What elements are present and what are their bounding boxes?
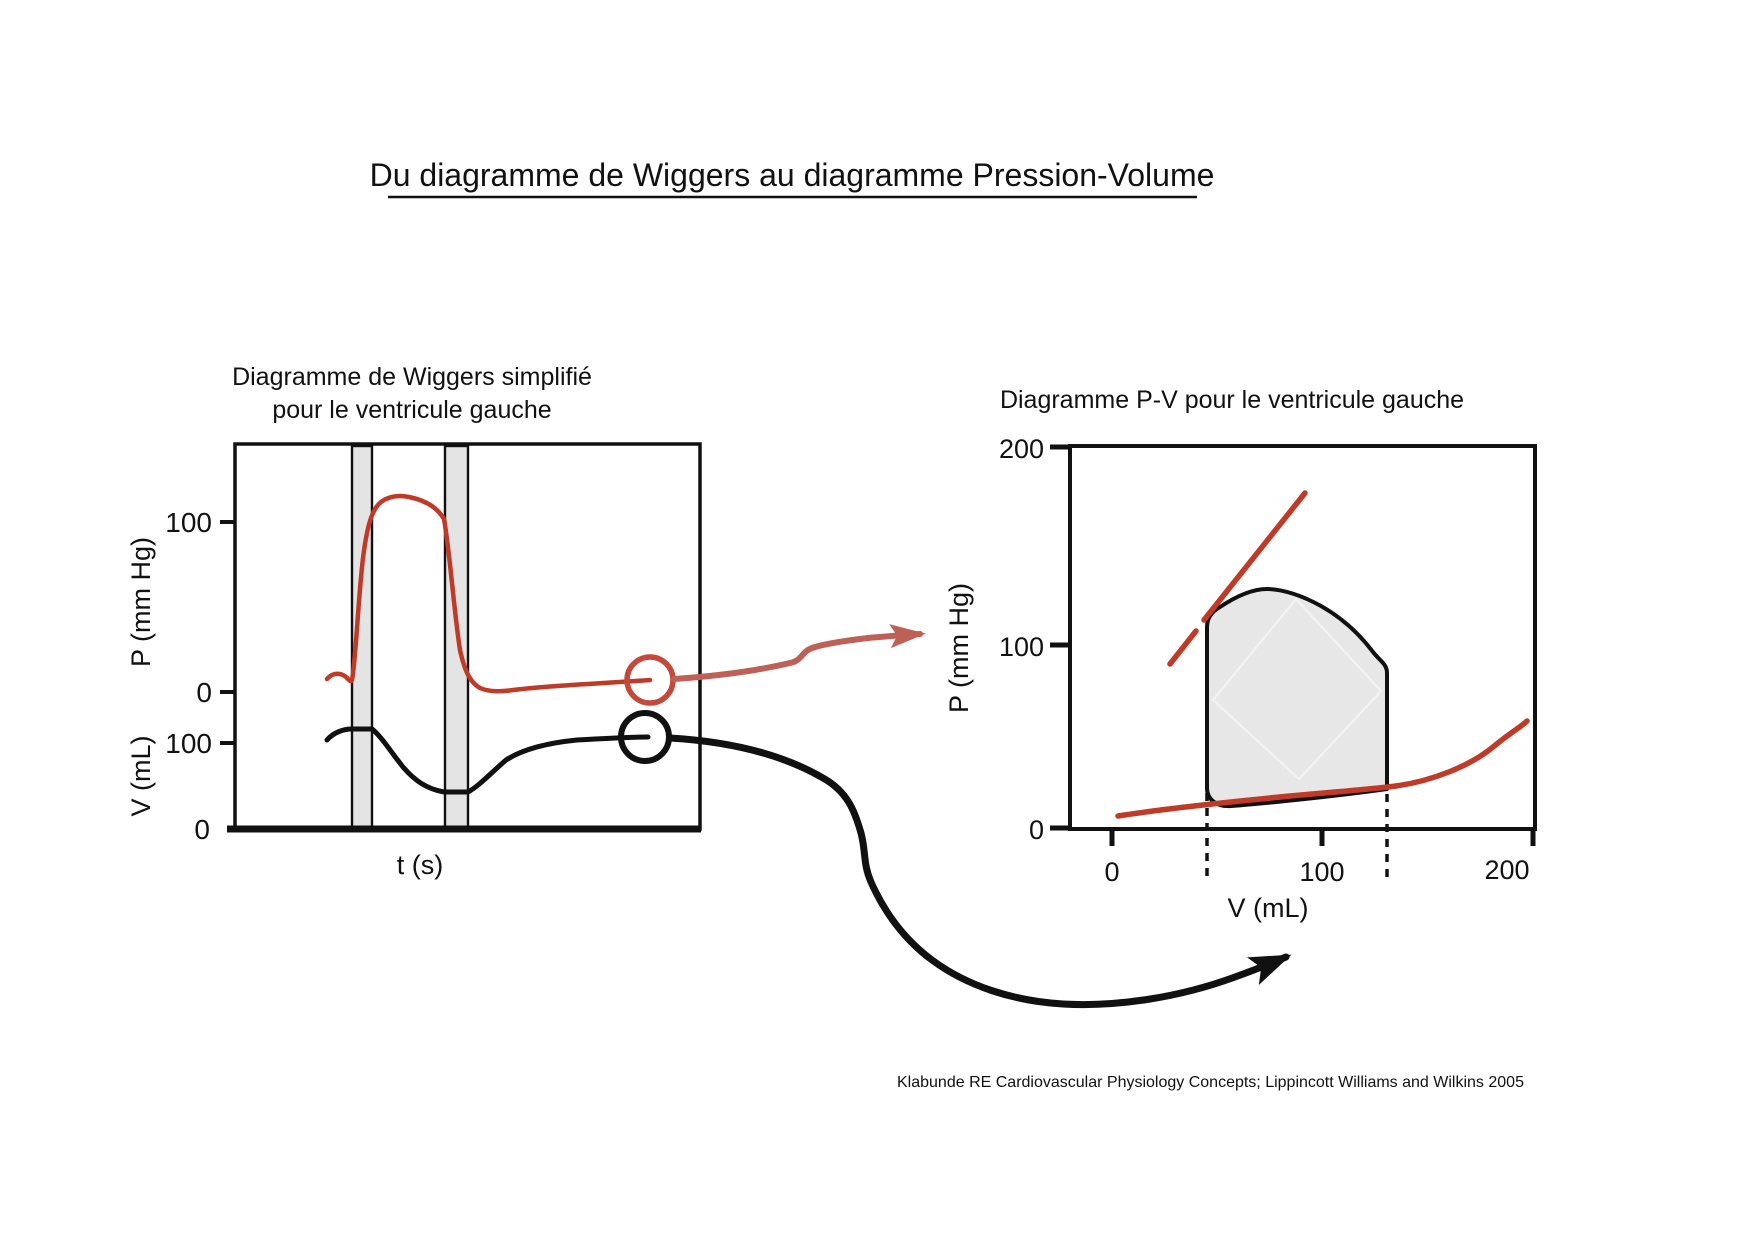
pv-pressure-axis-label: P (mm Hg) <box>944 583 974 713</box>
pressure-to-pv-arrow <box>671 624 926 682</box>
p-tick-label-100: 100 <box>165 507 212 538</box>
edpvr-curve <box>1115 718 1530 819</box>
pv-loop-ghost-marks <box>1211 597 1383 781</box>
espvr-line <box>1201 490 1308 623</box>
wiggers-time-axis-label: t (s) <box>397 850 444 880</box>
pv-y-label-100: 100 <box>999 632 1044 662</box>
espvr-line-lower <box>1167 628 1199 667</box>
pv-plot-frame <box>1068 444 1537 831</box>
linking-arrows <box>666 624 1292 1009</box>
reference-caption: Klabunde RE Cardiovascular Physiology Co… <box>897 1074 1524 1091</box>
pv-y-label-0: 0 <box>1029 815 1044 845</box>
page-title: Du diagramme de Wiggers au diagramme Pre… <box>370 157 1215 193</box>
pressure-curve <box>324 493 653 694</box>
wiggers-volume-axis-label: V (mL) <box>126 736 156 817</box>
pv-y-label-200: 200 <box>999 434 1044 464</box>
pv-title: Diagramme P-V pour le ventricule gauche <box>1000 386 1464 414</box>
wiggers-title-line2: pour le ventricule gauche <box>272 396 551 424</box>
pv-x-label-0: 0 <box>1104 857 1119 887</box>
pv-loop <box>1205 587 1389 809</box>
p-tick-label-0: 0 <box>196 677 212 708</box>
wiggers-chart: Diagramme de Wiggers simplifié pour le v… <box>126 363 702 880</box>
v-tick-label-100: 100 <box>165 728 212 759</box>
volume-to-pv-arrow <box>666 734 1292 1009</box>
wiggers-pressure-axis-label: P (mm Hg) <box>126 537 156 667</box>
pv-chart: Diagramme P-V pour le ventricule gauche … <box>944 386 1537 923</box>
volume-curve <box>324 726 651 795</box>
wiggers-title-line1: Diagramme de Wiggers simplifié <box>232 363 592 391</box>
pv-volume-axis-label: V (mL) <box>1228 893 1309 923</box>
pv-x-label-100: 100 <box>1299 857 1344 887</box>
pv-x-label-200: 200 <box>1484 855 1529 885</box>
v-tick-label-0: 0 <box>194 814 210 845</box>
header: Du diagramme de Wiggers au diagramme Pre… <box>370 157 1215 199</box>
